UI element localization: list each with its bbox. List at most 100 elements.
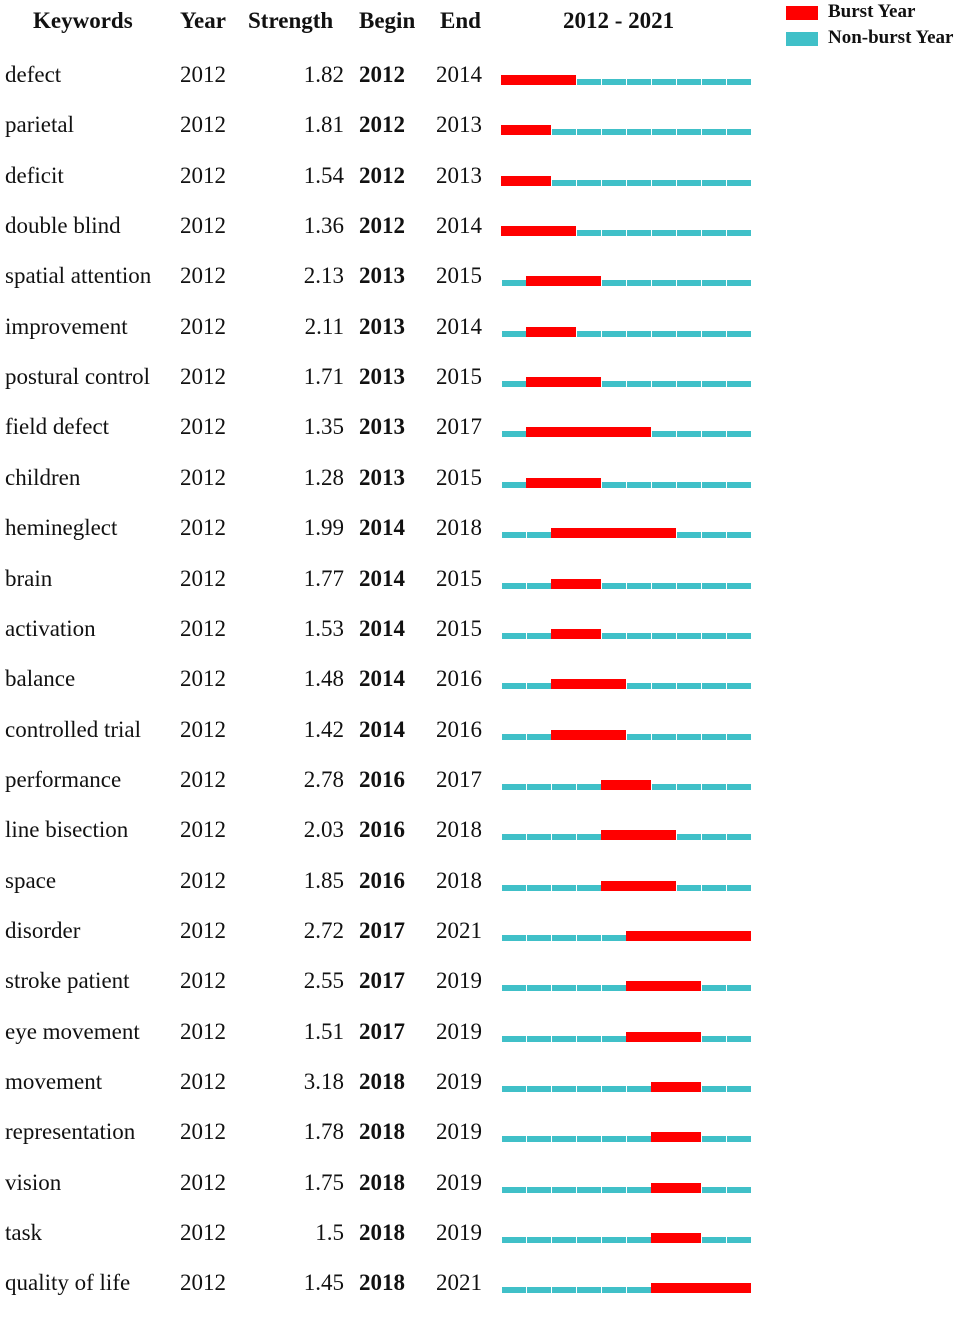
non-burst-year-segment bbox=[701, 1035, 726, 1042]
non-burst-year-segment bbox=[651, 79, 676, 85]
non-burst-year-segment bbox=[676, 582, 701, 589]
non-burst-year-segment bbox=[626, 1287, 651, 1294]
non-burst-year-segment bbox=[626, 481, 651, 488]
year-cell: 2012 bbox=[180, 1270, 226, 1296]
keyword-cell: line bisection bbox=[5, 817, 129, 843]
non-burst-year-segment bbox=[526, 1136, 551, 1143]
table-row: task 2012 1.5 2018 2019 bbox=[0, 1218, 968, 1268]
non-burst-year-segment bbox=[676, 431, 701, 438]
burst-year-segment bbox=[651, 528, 676, 539]
table-row: line bisection 2012 2.03 2016 2018 bbox=[0, 815, 968, 865]
non-burst-year-segment bbox=[676, 179, 701, 186]
keyword-cell: brain bbox=[5, 565, 53, 591]
non-burst-year-segment bbox=[601, 179, 626, 186]
year-cell: 2012 bbox=[180, 1119, 226, 1145]
non-burst-year-segment bbox=[501, 1086, 526, 1092]
non-burst-year-segment bbox=[576, 1035, 601, 1042]
non-burst-year-segment bbox=[626, 1186, 651, 1193]
burst-year-segment bbox=[651, 1233, 676, 1244]
non-burst-year-segment bbox=[501, 733, 526, 740]
begin-cell: 2014 bbox=[359, 666, 405, 692]
burst-year-segment bbox=[501, 125, 526, 136]
burst-year-segment bbox=[651, 930, 676, 941]
burst-year-segment bbox=[551, 628, 576, 639]
non-burst-year-segment bbox=[701, 381, 726, 388]
year-cell: 2012 bbox=[180, 716, 226, 742]
non-burst-year-segment bbox=[501, 1287, 526, 1294]
burst-year-segment bbox=[626, 1031, 651, 1042]
non-burst-year-segment bbox=[726, 683, 751, 690]
non-burst-year-segment bbox=[676, 683, 701, 690]
keyword-cell: eye movement bbox=[5, 1018, 140, 1044]
year-cell: 2012 bbox=[180, 565, 226, 591]
strength-cell: 1.35 bbox=[303, 414, 344, 440]
burst-year-segment bbox=[676, 1182, 701, 1193]
non-burst-year-segment bbox=[601, 632, 626, 639]
non-burst-year-segment bbox=[726, 431, 751, 438]
burst-year-segment bbox=[601, 729, 626, 740]
non-burst-year-segment bbox=[551, 1186, 576, 1193]
year-cell: 2012 bbox=[180, 666, 226, 692]
table-row: parietal 2012 1.81 2012 2013 bbox=[0, 110, 968, 160]
year-cell: 2012 bbox=[180, 615, 226, 641]
table-row: defect 2012 1.82 2012 2014 bbox=[0, 60, 968, 110]
non-burst-year-segment bbox=[626, 1136, 651, 1143]
burst-year-segment bbox=[601, 528, 626, 539]
legend-swatch-burst bbox=[786, 6, 818, 20]
non-burst-year-segment bbox=[501, 884, 526, 891]
non-burst-year-segment bbox=[626, 1086, 651, 1092]
burst-year-segment bbox=[576, 427, 601, 438]
burst-year-segment bbox=[626, 981, 651, 992]
begin-cell: 2014 bbox=[359, 515, 405, 541]
end-cell: 2016 bbox=[436, 666, 482, 692]
begin-cell: 2018 bbox=[359, 1119, 405, 1145]
end-cell: 2016 bbox=[436, 716, 482, 742]
non-burst-year-segment bbox=[601, 1136, 626, 1143]
header-range: 2012 - 2021 bbox=[563, 8, 675, 33]
strength-cell: 1.78 bbox=[303, 1119, 344, 1145]
non-burst-year-segment bbox=[701, 431, 726, 438]
begin-cell: 2017 bbox=[359, 1018, 405, 1044]
non-burst-year-segment bbox=[726, 1035, 751, 1042]
burst-year-segment bbox=[526, 125, 551, 136]
table-row: balance 2012 1.48 2014 2016 bbox=[0, 664, 968, 714]
non-burst-year-segment bbox=[701, 582, 726, 589]
non-burst-year-segment bbox=[701, 834, 726, 841]
non-burst-year-segment bbox=[601, 985, 626, 992]
burst-year-segment bbox=[501, 75, 526, 85]
keyword-cell: balance bbox=[5, 666, 76, 692]
year-cell: 2012 bbox=[180, 162, 226, 188]
end-cell: 2013 bbox=[436, 162, 482, 188]
year-cell: 2012 bbox=[180, 1069, 226, 1094]
non-burst-year-segment bbox=[701, 129, 726, 136]
burst-year-segment bbox=[651, 1031, 676, 1042]
non-burst-year-segment bbox=[726, 1186, 751, 1193]
header-end: End bbox=[440, 8, 481, 33]
end-cell: 2015 bbox=[436, 464, 482, 490]
non-burst-year-segment bbox=[501, 834, 526, 841]
table-row: controlled trial 2012 1.42 2014 2016 bbox=[0, 715, 968, 765]
year-cell: 2012 bbox=[180, 766, 226, 792]
non-burst-year-segment bbox=[551, 1287, 576, 1294]
begin-cell: 2012 bbox=[359, 112, 405, 138]
non-burst-year-segment bbox=[676, 481, 701, 488]
year-cell: 2012 bbox=[180, 817, 226, 843]
table-row: quality of life 2012 1.45 2018 2021 bbox=[0, 1268, 968, 1318]
burst-year-segment bbox=[576, 679, 601, 690]
non-burst-year-segment bbox=[726, 381, 751, 388]
end-cell: 2017 bbox=[436, 414, 482, 440]
strength-cell: 1.5 bbox=[315, 1220, 344, 1246]
non-burst-year-segment bbox=[726, 179, 751, 186]
table-row: eye movement 2012 1.51 2017 2019 bbox=[0, 1017, 968, 1067]
non-burst-year-segment bbox=[676, 280, 701, 287]
non-burst-year-segment bbox=[626, 381, 651, 388]
non-burst-year-segment bbox=[601, 1035, 626, 1042]
non-burst-year-segment bbox=[576, 1287, 601, 1294]
non-burst-year-segment bbox=[551, 1035, 576, 1042]
strength-cell: 2.11 bbox=[304, 313, 344, 339]
non-burst-year-segment bbox=[701, 733, 726, 740]
begin-cell: 2012 bbox=[359, 62, 405, 87]
strength-cell: 1.48 bbox=[303, 666, 344, 692]
year-cell: 2012 bbox=[180, 515, 226, 541]
